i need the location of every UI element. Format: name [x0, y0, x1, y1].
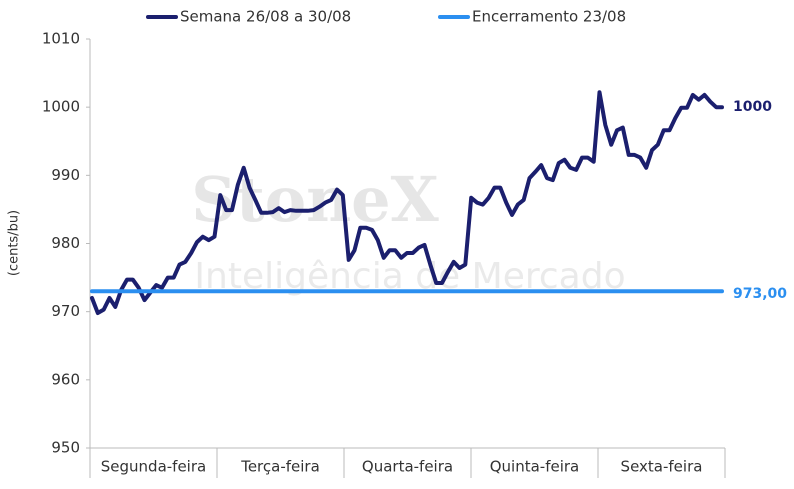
x-tick-label: Terça-feira — [240, 458, 320, 476]
x-tick-label: Segunda-feira — [101, 458, 206, 476]
y-tick-label: 1010 — [42, 30, 80, 48]
x-tick-label: Quinta-feira — [490, 458, 580, 476]
series-line — [90, 90, 724, 315]
y-tick-label: 950 — [51, 439, 80, 457]
end-label: 973,00 — [733, 286, 787, 302]
watermark: StoneX — [191, 163, 439, 236]
legend-label: Encerramento 23/08 — [472, 8, 626, 26]
x-tick-label: Quarta-feira — [362, 458, 453, 476]
y-tick-label: 970 — [51, 302, 80, 320]
end-label: 1000 — [733, 99, 772, 115]
y-tick-label: 980 — [51, 234, 80, 252]
y-tick-label: 990 — [51, 166, 80, 184]
legend-label: Semana 26/08 a 30/08 — [180, 8, 351, 26]
y-tick-label: 960 — [51, 370, 80, 388]
y-axis-label: (cents/bu) — [7, 210, 22, 276]
x-tick-label: Sexta-feira — [621, 458, 703, 476]
y-tick-label: 1000 — [42, 98, 80, 116]
